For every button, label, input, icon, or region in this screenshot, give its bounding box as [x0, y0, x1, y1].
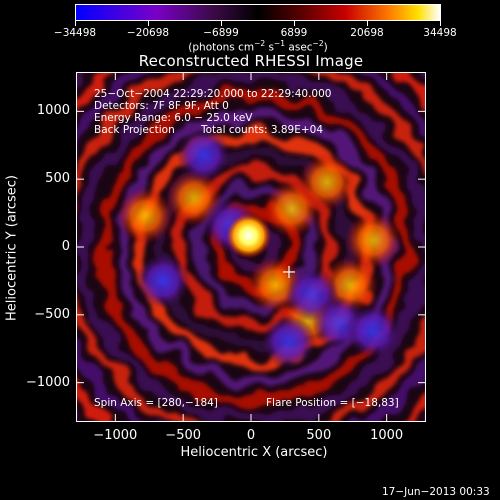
colorbar-tick-label: −20698: [126, 27, 170, 39]
y-tick-label: −1000: [26, 374, 70, 390]
annotation-time-range: 25−Oct−2004 22:29:20.000 to 22:29:40.000: [94, 88, 332, 100]
intensity-lobe: [298, 153, 356, 211]
intensity-lobe: [176, 127, 231, 182]
annotation-method: Back Projection: [94, 124, 175, 136]
colorbar-tick-label: −6899: [203, 27, 239, 39]
y-tick-label: 1000: [36, 103, 70, 119]
y-tick-label: −500: [34, 306, 70, 322]
colorbar-tick-label: 20698: [350, 27, 384, 39]
colorbar-tick-mark: [366, 21, 368, 26]
annotation-detectors: Detectors: 7F 8F 9F, Att 0: [94, 100, 229, 112]
colorbar-tick-label: −34498: [53, 27, 97, 39]
spin-axis-cross: [282, 265, 295, 278]
colorbar-tick-mark: [75, 21, 76, 26]
x-tick-label: 1000: [370, 428, 404, 443]
intensity-lobe: [345, 303, 401, 359]
x-axis-label: Heliocentric X (arcsec): [180, 445, 328, 460]
y-axis-label: Heliocentric Y (arcsec): [4, 175, 20, 321]
colorbar-tick-mark: [148, 21, 149, 26]
x-tick-label: −500: [165, 428, 202, 443]
colorbar-tick-label: 6899: [280, 27, 308, 39]
y-tick-label: 500: [45, 171, 70, 187]
heatmap-plot: [76, 72, 426, 422]
intensity-lobe: [135, 253, 190, 309]
colorbar-units: (photons cm−2 s−1 asec−2): [188, 39, 328, 54]
x-tick-label: 500: [306, 428, 332, 443]
colorbar: [75, 4, 441, 21]
colorbar-tick-mark: [440, 21, 441, 26]
annotation-energy-range: Energy Range: 6.0 − 25.0 keV: [94, 112, 253, 124]
y-tick-label: 0: [61, 239, 70, 254]
intensity-lobe: [344, 211, 402, 269]
timestamp: 17−Jun−2013 00:33: [382, 486, 490, 498]
sidelobe-ring: [192, 185, 318, 311]
annotation-total-counts: Total counts: 3.89E+04: [201, 124, 324, 136]
x-tick-label: −1000: [93, 428, 138, 443]
intensity-lobe: [225, 212, 272, 259]
heatmap-background: [76, 72, 426, 422]
annotation-spin-axis: Spin Axis = [280,−184]: [94, 397, 218, 409]
annotation-flare-position: Flare Position = [−18,83]: [266, 397, 399, 409]
sidelobe-ring: [173, 166, 337, 330]
colorbar-tick-label: 34498: [423, 27, 457, 39]
x-tick-label: 0: [246, 428, 256, 443]
sidelobe-ring: [97, 90, 413, 406]
colorbar-tick-mark: [293, 21, 295, 26]
colorbar-tick-mark: [221, 21, 222, 26]
chart-title: Reconstructed RHESSI Image: [138, 52, 364, 70]
intensity-lobe: [116, 187, 174, 245]
intensity-lobe: [261, 314, 317, 370]
